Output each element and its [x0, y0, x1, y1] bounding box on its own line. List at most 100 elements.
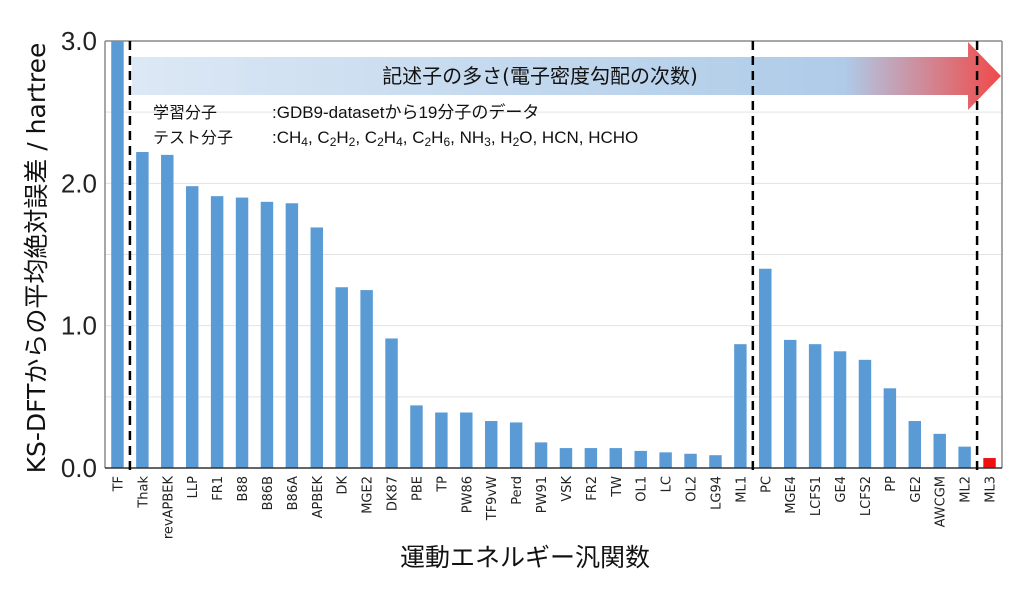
- training-molecules-value: :GDB9-datasetから19分子のデータ: [272, 102, 539, 122]
- bar-ol1: [634, 450, 647, 468]
- descriptor-arrow: [132, 42, 1001, 110]
- test-formula-part: 6: [443, 135, 450, 149]
- test-formula-part: 2: [349, 135, 356, 149]
- test-formula-part: 2: [513, 135, 520, 149]
- x-tick-label: MGE4: [784, 476, 799, 514]
- test-formula-part: 2: [330, 135, 337, 149]
- test-formula-part: H: [384, 128, 396, 147]
- x-tick-label: DK87: [386, 476, 401, 511]
- x-tick-label: TP: [435, 476, 450, 493]
- x-tick-label: TW: [610, 476, 625, 498]
- bar-ge2: [908, 421, 922, 468]
- bar-tf: [111, 41, 124, 468]
- bar-revapbek: [161, 154, 174, 468]
- bar-awcgm: [933, 433, 946, 468]
- bar-ge4: [833, 351, 847, 468]
- x-tick-label: PW86: [460, 476, 475, 513]
- bar-thak: [136, 152, 149, 468]
- y-tick-label: 2.0: [61, 168, 97, 198]
- test-formula-part: 4: [396, 135, 403, 149]
- test-formula-part: , C: [308, 128, 330, 147]
- x-tick-label: GE2: [909, 476, 924, 503]
- bar-perd: [509, 422, 523, 468]
- test-formula-part: H: [336, 128, 348, 147]
- bar-fr2: [584, 448, 598, 468]
- test-molecules-label: テスト分子: [153, 128, 233, 147]
- x-tick-label: VSK: [560, 476, 575, 502]
- x-tick-label: LCFS2: [859, 476, 874, 516]
- test-formula-part: 4: [301, 135, 308, 149]
- x-tick-label: LLP: [186, 476, 201, 498]
- bar-tw: [609, 448, 623, 468]
- test-formula-part: 2: [424, 135, 431, 149]
- test-formula-part: H: [431, 128, 443, 147]
- x-tick-label: PW91: [535, 476, 550, 513]
- bar-ml1: [734, 344, 747, 468]
- x-tick-label: B86B: [261, 476, 276, 510]
- x-tick-label: GE4: [834, 476, 849, 503]
- x-tick-label: B88: [236, 476, 251, 501]
- y-axis-label: KS-DFTからの平均絶対誤差 / hartree: [22, 43, 51, 474]
- x-tick-label: MGE2: [361, 476, 376, 514]
- test-formula-part: O, HCN, HCHO: [519, 128, 638, 147]
- test-formula-part: 2: [377, 135, 384, 149]
- axes: [104, 40, 1003, 469]
- dashed-separators: [128, 41, 979, 474]
- bar-tp: [435, 412, 448, 468]
- x-tick-label: FR1: [211, 476, 226, 501]
- x-tick-label: LCFS1: [809, 476, 824, 516]
- x-axis-label: 運動エネルギー汎関数: [400, 543, 650, 572]
- test-formula-part: , NH: [450, 128, 484, 147]
- x-tick-label: PC: [759, 476, 774, 493]
- x-tick-label: AWCGM: [934, 476, 949, 527]
- bar-vsk: [559, 448, 573, 468]
- x-tick-label: APBEK: [311, 476, 326, 519]
- bar-mge4: [783, 339, 797, 468]
- training-molecules-label: 学習分子: [153, 103, 217, 122]
- bar-mge2: [360, 290, 373, 468]
- y-tick-label: 1.0: [61, 311, 97, 341]
- bar-lcfs1: [808, 344, 822, 468]
- bar-lcfs2: [858, 359, 872, 468]
- bar-llp: [185, 186, 199, 468]
- bar-ml2: [958, 446, 971, 468]
- bar-tf9vw: [484, 421, 498, 468]
- bars: [111, 41, 996, 469]
- test-formula-part: :CH: [272, 128, 301, 147]
- x-tick-label: LG94: [709, 476, 724, 510]
- x-tick-labels: TF Thak revAPBEK LLP FR1 B88 B86B B86A APBEK DK MG…: [111, 476, 998, 540]
- bar-pc: [759, 268, 772, 468]
- bar-b86a: [285, 203, 299, 468]
- test-molecules-value: :CH4, C2H2, C2H4, C2H6, NH3, H2O, HCN, H…: [272, 128, 638, 149]
- bar-b86b: [260, 201, 274, 468]
- x-tick-label: ML2: [959, 476, 974, 503]
- bar-ml3: [983, 458, 996, 468]
- x-tick-label: LC: [660, 476, 675, 492]
- bar-lc: [659, 452, 672, 468]
- x-tick-label: Perd: [510, 476, 525, 505]
- bar-dk: [335, 287, 348, 468]
- x-tick-label: B86A: [286, 476, 301, 510]
- x-tick-label: ML3: [984, 476, 999, 503]
- bar-b88: [235, 197, 249, 469]
- bar-dk87: [385, 338, 398, 468]
- y-tick-labels: 0.0 1.0 2.0 3.0: [61, 26, 97, 483]
- y-tick-label: 0.0: [61, 453, 97, 483]
- bar-apbek: [310, 227, 324, 468]
- x-tick-label: Thak: [136, 476, 151, 509]
- x-tick-label: PP: [884, 476, 899, 492]
- x-tick-label: TF9vW: [485, 476, 500, 521]
- bar-pbe: [410, 405, 423, 468]
- x-tick-label: TF: [111, 476, 126, 492]
- x-tick-label: DK: [336, 476, 351, 495]
- arrow-label: 記述子の多さ(電子密度勾配の次数): [382, 64, 698, 88]
- x-tick-label: OL2: [685, 476, 700, 502]
- bar-pp: [883, 388, 897, 468]
- bar-lg94: [709, 455, 722, 468]
- test-formula-part: , C: [403, 128, 425, 147]
- bar-ol2: [684, 453, 697, 468]
- test-formula-part: 3: [484, 135, 491, 149]
- bar-fr1: [210, 196, 224, 469]
- x-tick-label: OL1: [635, 476, 650, 502]
